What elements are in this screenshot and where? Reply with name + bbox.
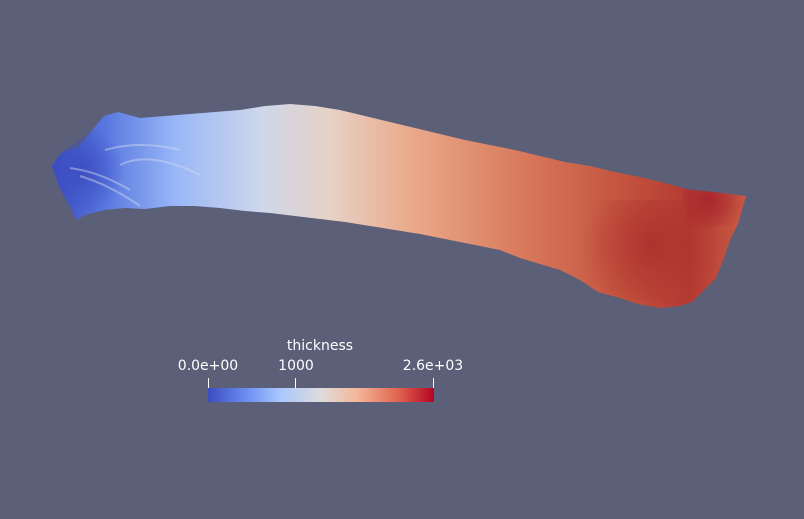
colorbar[interactable] (208, 388, 434, 402)
colorbar-min-label: 0.0e+00 (177, 358, 239, 374)
colorbar-max-tick (433, 378, 434, 389)
colorbar-mid-tick (295, 378, 296, 389)
colorbar-min-tick (208, 378, 209, 389)
colorbar-title: thickness (286, 338, 354, 354)
flow-streaks (69, 144, 201, 207)
ice-sheet-shape (52, 104, 746, 308)
colorbar-max-label: 2.6e+03 (402, 358, 464, 374)
colorbar-mid-label: 1000 (278, 358, 314, 374)
